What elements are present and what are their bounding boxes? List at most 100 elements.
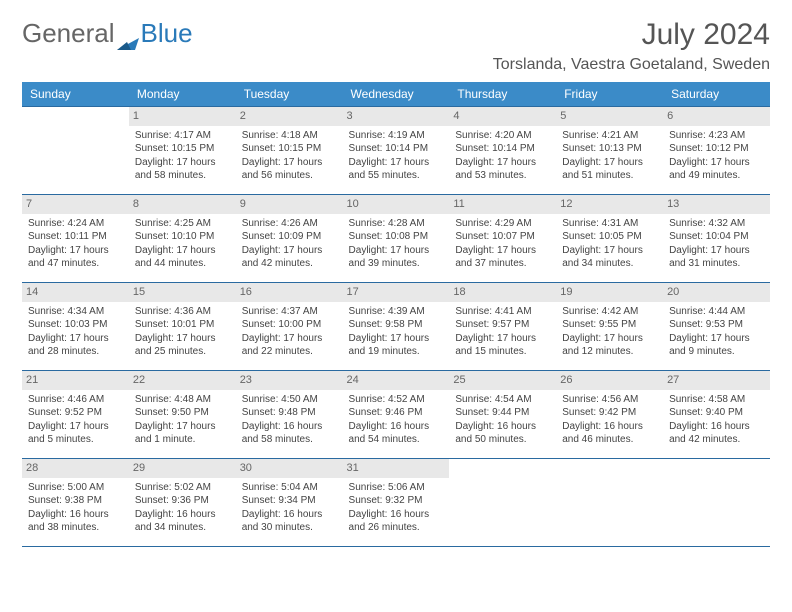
calendar-day-cell: . (663, 459, 770, 547)
day-number: 10 (343, 195, 450, 214)
calendar-day-cell: 22Sunrise: 4:48 AMSunset: 9:50 PMDayligh… (129, 371, 236, 459)
daylight-text: Daylight: 16 hours and 46 minutes. (562, 420, 657, 447)
day-number: 22 (129, 371, 236, 390)
day-number: 31 (343, 459, 450, 478)
sunset-text: Sunset: 10:08 PM (349, 230, 444, 244)
calendar-day-cell: 26Sunrise: 4:56 AMSunset: 9:42 PMDayligh… (556, 371, 663, 459)
title-block: July 2024 Torslanda, Vaestra Goetaland, … (493, 18, 770, 74)
sunset-text: Sunset: 10:01 PM (135, 318, 230, 332)
calendar-week-row: 28Sunrise: 5:00 AMSunset: 9:38 PMDayligh… (22, 459, 770, 547)
daylight-text: Daylight: 17 hours and 12 minutes. (562, 332, 657, 359)
calendar-day-cell: . (449, 459, 556, 547)
sunset-text: Sunset: 9:52 PM (28, 406, 123, 420)
weekday-header: Tuesday (236, 82, 343, 107)
calendar-day-cell: 10Sunrise: 4:28 AMSunset: 10:08 PMDaylig… (343, 195, 450, 283)
daylight-text: Daylight: 17 hours and 39 minutes. (349, 244, 444, 271)
sunset-text: Sunset: 9:40 PM (669, 406, 764, 420)
sunset-text: Sunset: 10:11 PM (28, 230, 123, 244)
calendar-day-cell: 31Sunrise: 5:06 AMSunset: 9:32 PMDayligh… (343, 459, 450, 547)
calendar-day-cell: 28Sunrise: 5:00 AMSunset: 9:38 PMDayligh… (22, 459, 129, 547)
sunset-text: Sunset: 9:53 PM (669, 318, 764, 332)
day-number: 9 (236, 195, 343, 214)
sunset-text: Sunset: 10:13 PM (562, 142, 657, 156)
sunset-text: Sunset: 9:32 PM (349, 494, 444, 508)
sunrise-text: Sunrise: 4:23 AM (669, 129, 764, 143)
sunrise-text: Sunrise: 4:17 AM (135, 129, 230, 143)
day-number: 29 (129, 459, 236, 478)
triangle-icon (117, 26, 139, 42)
calendar-day-cell: 29Sunrise: 5:02 AMSunset: 9:36 PMDayligh… (129, 459, 236, 547)
weekday-header: Monday (129, 82, 236, 107)
day-number: 20 (663, 283, 770, 302)
month-title: July 2024 (493, 18, 770, 52)
daylight-text: Daylight: 17 hours and 34 minutes. (562, 244, 657, 271)
day-number: 5 (556, 107, 663, 126)
sunrise-text: Sunrise: 4:46 AM (28, 393, 123, 407)
sunrise-text: Sunrise: 4:42 AM (562, 305, 657, 319)
day-number: 14 (22, 283, 129, 302)
calendar-table: SundayMondayTuesdayWednesdayThursdayFrid… (22, 82, 770, 547)
sunset-text: Sunset: 10:15 PM (242, 142, 337, 156)
daylight-text: Daylight: 17 hours and 58 minutes. (135, 156, 230, 183)
sunrise-text: Sunrise: 4:39 AM (349, 305, 444, 319)
daylight-text: Daylight: 17 hours and 31 minutes. (669, 244, 764, 271)
day-number: 17 (343, 283, 450, 302)
calendar-week-row: .1Sunrise: 4:17 AMSunset: 10:15 PMDaylig… (22, 107, 770, 195)
day-number: 19 (556, 283, 663, 302)
daylight-text: Daylight: 17 hours and 22 minutes. (242, 332, 337, 359)
calendar-header-row: SundayMondayTuesdayWednesdayThursdayFrid… (22, 82, 770, 107)
daylight-text: Daylight: 17 hours and 49 minutes. (669, 156, 764, 183)
day-number: 13 (663, 195, 770, 214)
calendar-day-cell: 2Sunrise: 4:18 AMSunset: 10:15 PMDayligh… (236, 107, 343, 195)
day-number: 8 (129, 195, 236, 214)
calendar-day-cell: 8Sunrise: 4:25 AMSunset: 10:10 PMDayligh… (129, 195, 236, 283)
daylight-text: Daylight: 16 hours and 34 minutes. (135, 508, 230, 535)
calendar-day-cell: . (556, 459, 663, 547)
calendar-day-cell: 9Sunrise: 4:26 AMSunset: 10:09 PMDayligh… (236, 195, 343, 283)
sunset-text: Sunset: 10:15 PM (135, 142, 230, 156)
daylight-text: Daylight: 16 hours and 58 minutes. (242, 420, 337, 447)
calendar-week-row: 14Sunrise: 4:34 AMSunset: 10:03 PMDaylig… (22, 283, 770, 371)
daylight-text: Daylight: 17 hours and 25 minutes. (135, 332, 230, 359)
sunrise-text: Sunrise: 4:44 AM (669, 305, 764, 319)
sunset-text: Sunset: 9:36 PM (135, 494, 230, 508)
location-text: Torslanda, Vaestra Goetaland, Sweden (493, 56, 770, 74)
daylight-text: Daylight: 17 hours and 1 minute. (135, 420, 230, 447)
sunrise-text: Sunrise: 4:52 AM (349, 393, 444, 407)
logo-text-1: General (22, 18, 115, 49)
daylight-text: Daylight: 16 hours and 38 minutes. (28, 508, 123, 535)
sunrise-text: Sunrise: 4:56 AM (562, 393, 657, 407)
sunrise-text: Sunrise: 4:34 AM (28, 305, 123, 319)
sunrise-text: Sunrise: 5:04 AM (242, 481, 337, 495)
calendar-day-cell: 27Sunrise: 4:58 AMSunset: 9:40 PMDayligh… (663, 371, 770, 459)
calendar-week-row: 7Sunrise: 4:24 AMSunset: 10:11 PMDayligh… (22, 195, 770, 283)
calendar-day-cell: 24Sunrise: 4:52 AMSunset: 9:46 PMDayligh… (343, 371, 450, 459)
calendar-day-cell: 13Sunrise: 4:32 AMSunset: 10:04 PMDaylig… (663, 195, 770, 283)
sunrise-text: Sunrise: 4:54 AM (455, 393, 550, 407)
day-number: 30 (236, 459, 343, 478)
day-number: 24 (343, 371, 450, 390)
sunset-text: Sunset: 10:00 PM (242, 318, 337, 332)
day-number: 12 (556, 195, 663, 214)
day-number: 1 (129, 107, 236, 126)
weekday-header: Wednesday (343, 82, 450, 107)
weekday-header: Sunday (22, 82, 129, 107)
sunset-text: Sunset: 9:38 PM (28, 494, 123, 508)
sunrise-text: Sunrise: 4:20 AM (455, 129, 550, 143)
sunset-text: Sunset: 9:48 PM (242, 406, 337, 420)
day-number: 7 (22, 195, 129, 214)
day-number: 26 (556, 371, 663, 390)
daylight-text: Daylight: 17 hours and 56 minutes. (242, 156, 337, 183)
daylight-text: Daylight: 17 hours and 9 minutes. (669, 332, 764, 359)
sunset-text: Sunset: 10:04 PM (669, 230, 764, 244)
day-number: 28 (22, 459, 129, 478)
calendar-day-cell: 1 Sunrise: 4:17 AMSunset: 10:15 PMDayligh… (129, 107, 236, 195)
sunrise-text: Sunrise: 5:06 AM (349, 481, 444, 495)
sunset-text: Sunset: 10:12 PM (669, 142, 764, 156)
sunset-text: Sunset: 9:58 PM (349, 318, 444, 332)
calendar-day-cell: 7Sunrise: 4:24 AMSunset: 10:11 PMDayligh… (22, 195, 129, 283)
day-number: 15 (129, 283, 236, 302)
daylight-text: Daylight: 17 hours and 42 minutes. (242, 244, 337, 271)
calendar-day-cell: 17Sunrise: 4:39 AMSunset: 9:58 PMDayligh… (343, 283, 450, 371)
daylight-text: Daylight: 17 hours and 37 minutes. (455, 244, 550, 271)
